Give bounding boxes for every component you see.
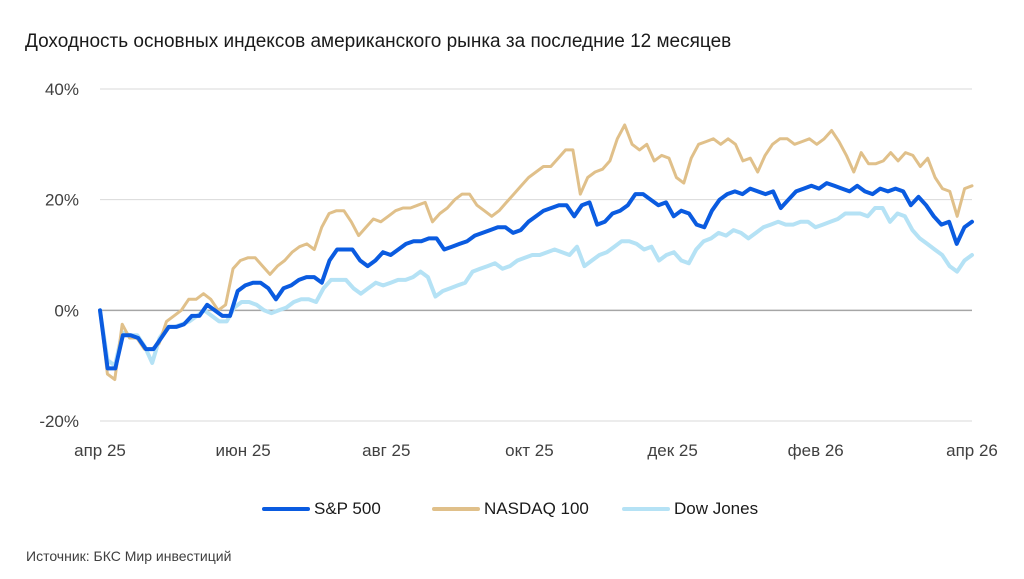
grid-lines — [100, 88, 972, 422]
legend-label-nasdaq100: NASDAQ 100 — [484, 499, 589, 518]
legend-swatch-sp500 — [262, 507, 310, 511]
y-tick-label: 20% — [45, 191, 79, 210]
legend-swatch-dowjones — [622, 507, 670, 511]
legend-item-dowjones: Dow Jones — [622, 498, 758, 520]
x-tick-label: дек 25 — [647, 441, 697, 460]
legend-label-sp500: S&P 500 — [314, 499, 381, 518]
series-line-s-p-500 — [98, 181, 974, 371]
series-line-dow-jones — [98, 206, 974, 368]
x-tick-label: апр 25 — [74, 441, 126, 460]
x-tick-label: июн 25 — [215, 441, 270, 460]
chart-title: Доходность основных индексов американско… — [25, 31, 732, 52]
y-tick-label: 40% — [45, 80, 79, 99]
y-tick-label: -20% — [39, 412, 79, 431]
series-lines — [98, 123, 974, 381]
x-tick-label: апр 26 — [946, 441, 998, 460]
x-tick-label: фев 26 — [788, 441, 844, 460]
series-line-nasdaq-100 — [98, 123, 974, 381]
legend: S&P 500 NASDAQ 100 Dow Jones — [0, 498, 1024, 520]
y-tick-label: 0% — [54, 301, 79, 320]
legend-swatch-nasdaq100 — [432, 507, 480, 511]
legend-label-dowjones: Dow Jones — [674, 499, 759, 518]
x-tick-label: авг 25 — [362, 441, 410, 460]
legend-item-nasdaq100: NASDAQ 100 — [432, 498, 589, 520]
source-note: Источник: БКС Мир инвестиций — [26, 548, 232, 564]
legend-item-sp500: S&P 500 — [262, 498, 381, 520]
y-axis-ticks: -20% 0% 20% 40% — [39, 80, 79, 431]
x-tick-label: окт 25 — [505, 441, 554, 460]
x-axis-ticks: апр 25 июн 25 авг 25 окт 25 дек 25 фев 26 апр … — [74, 441, 998, 460]
